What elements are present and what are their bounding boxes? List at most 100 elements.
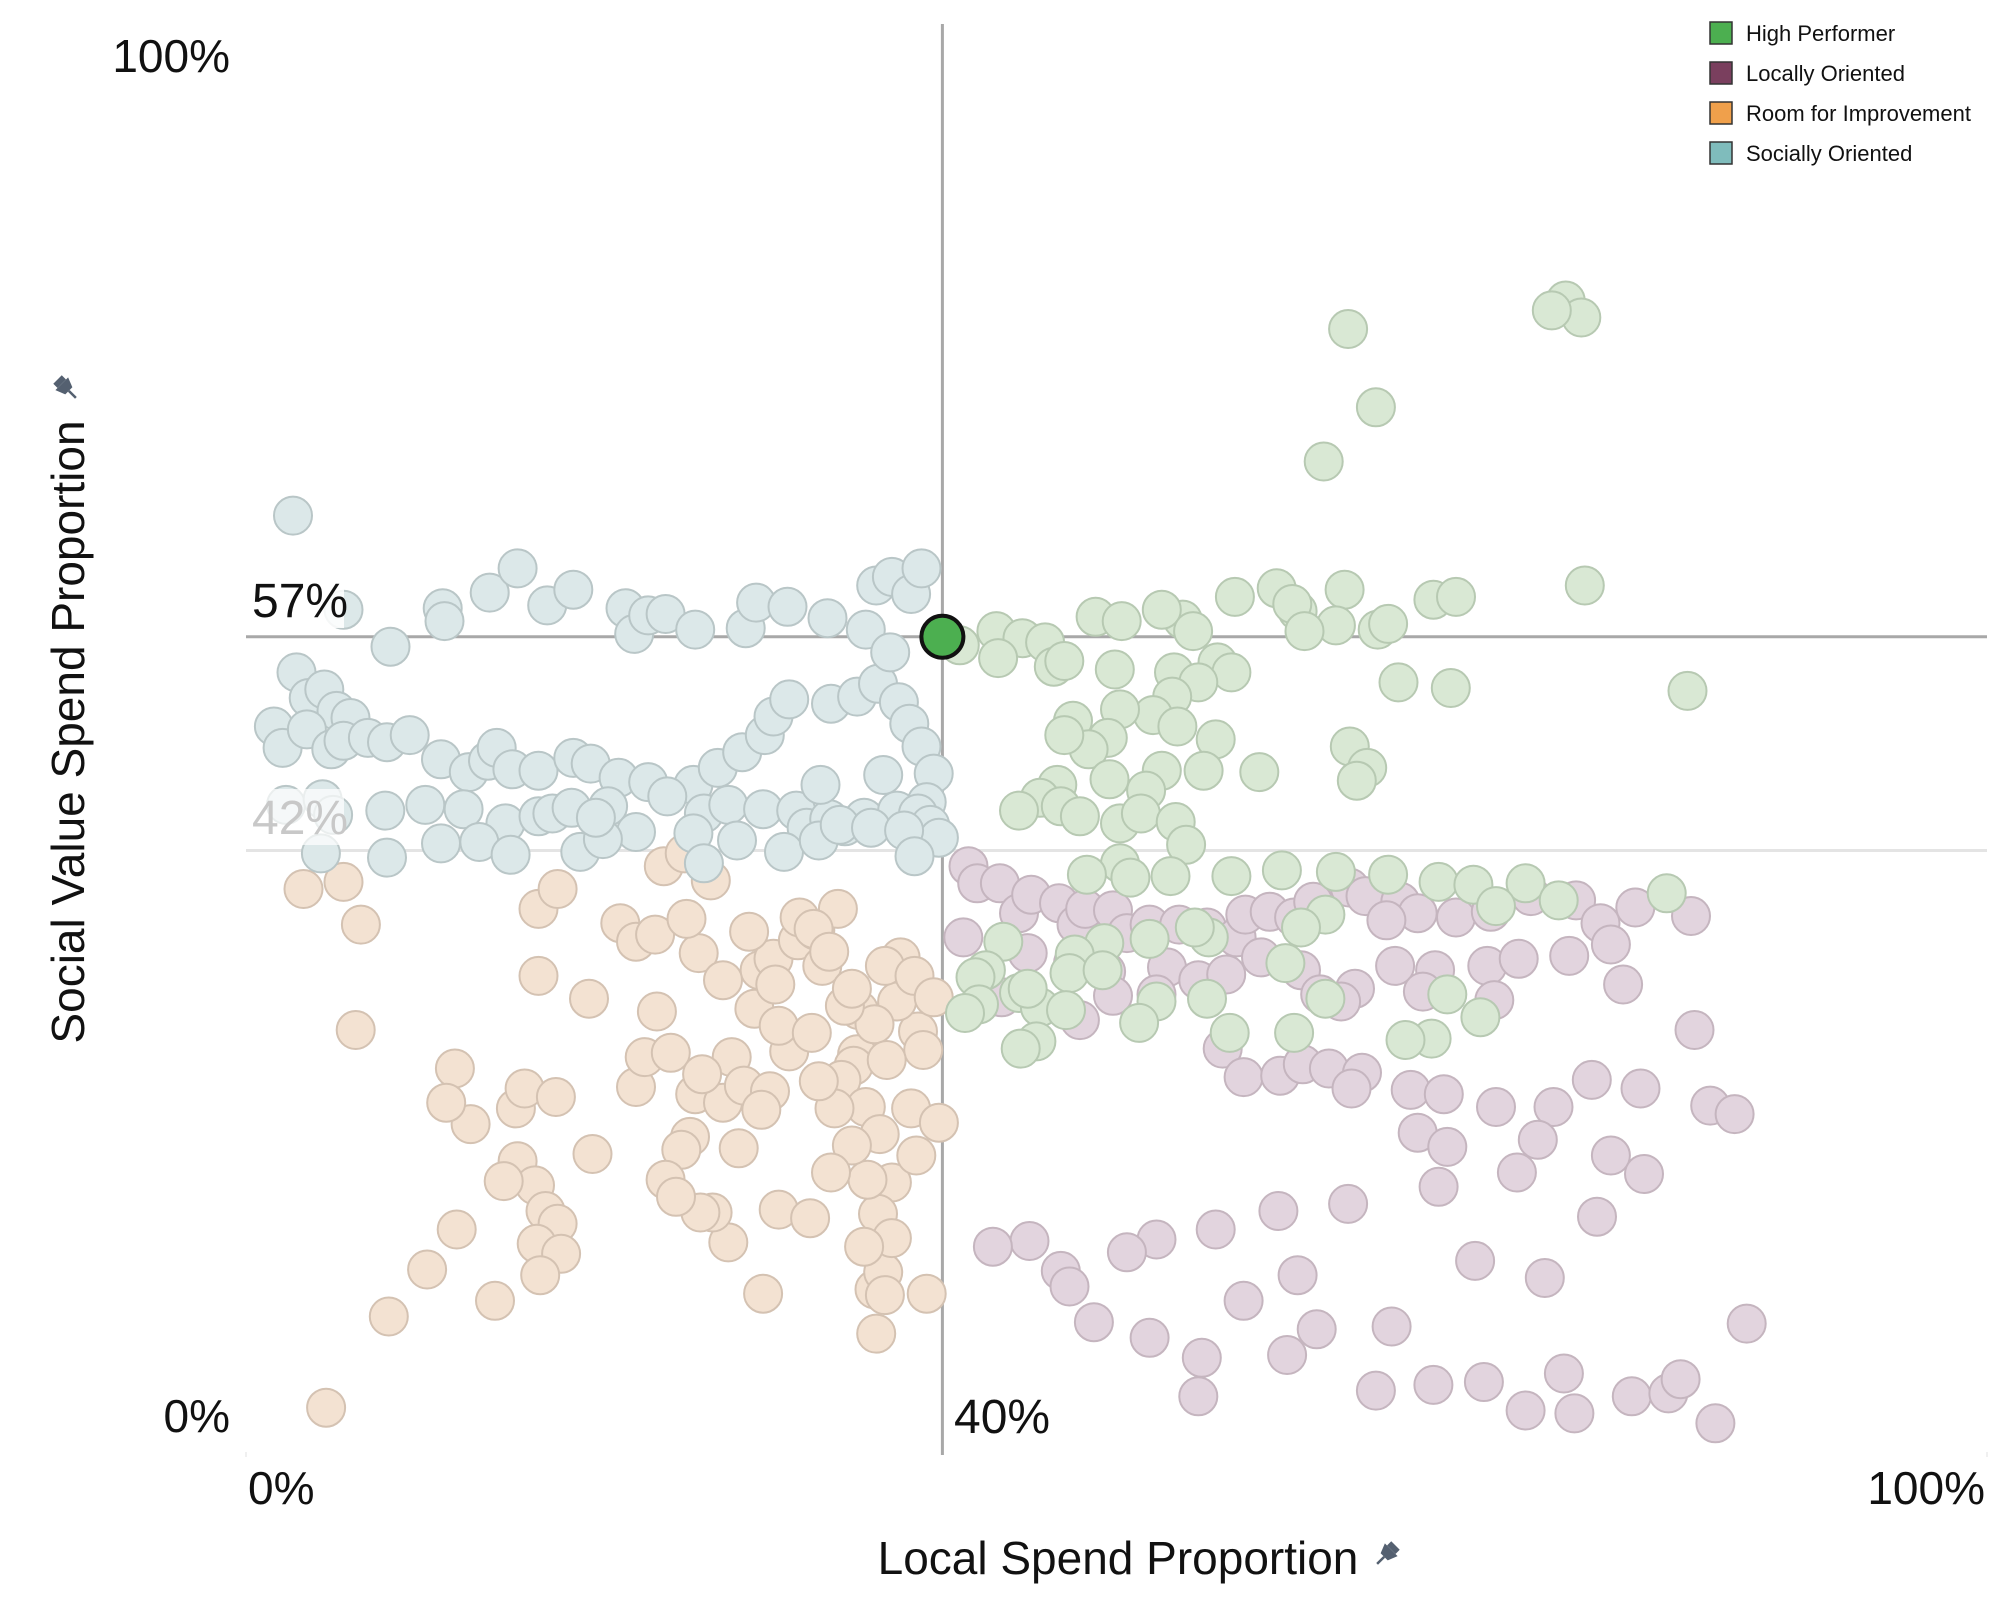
data-point[interactable]: [1390, 1069, 1431, 1110]
data-point[interactable]: [666, 898, 707, 939]
data-point[interactable]: [1173, 611, 1214, 652]
data-point[interactable]: [367, 837, 407, 878]
data-point[interactable]: [758, 1005, 799, 1046]
data-point[interactable]: [1324, 569, 1365, 610]
data-point[interactable]: [729, 911, 770, 952]
data-point[interactable]: [856, 1313, 897, 1354]
data-point[interactable]: [1436, 576, 1476, 617]
data-point[interactable]: [1427, 1126, 1468, 1167]
data-point[interactable]: [1059, 796, 1100, 837]
data-point[interactable]: [1418, 1166, 1459, 1207]
data-point[interactable]: [443, 789, 484, 830]
data-point[interactable]: [635, 914, 676, 955]
data-point[interactable]: [1120, 793, 1161, 834]
data-point[interactable]: [1305, 978, 1346, 1019]
legend-item[interactable]: Locally Oriented: [1709, 61, 1905, 86]
data-point[interactable]: [1368, 854, 1409, 895]
data-point[interactable]: [370, 626, 411, 667]
x-axis-pin-icon[interactable]: [1371, 1539, 1402, 1570]
data-point[interactable]: [1355, 387, 1396, 428]
data-point[interactable]: [1564, 565, 1605, 606]
data-point[interactable]: [1498, 938, 1539, 979]
data-point[interactable]: [1355, 1370, 1396, 1411]
data-point[interactable]: [1538, 880, 1579, 921]
data-point[interactable]: [1524, 1258, 1565, 1298]
data-point[interactable]: [1590, 924, 1631, 965]
data-point[interactable]: [791, 1012, 832, 1053]
data-point[interactable]: [683, 843, 724, 884]
data-point[interactable]: [1455, 1240, 1496, 1281]
data-point[interactable]: [1430, 668, 1471, 708]
data-point[interactable]: [553, 569, 594, 610]
data-point[interactable]: [424, 601, 465, 642]
data-point[interactable]: [866, 1040, 907, 1080]
data-point[interactable]: [365, 790, 406, 831]
data-point[interactable]: [1049, 953, 1090, 994]
data-point[interactable]: [656, 1176, 696, 1217]
data-point[interactable]: [1211, 652, 1252, 693]
data-point[interactable]: [682, 1054, 723, 1095]
data-point[interactable]: [405, 784, 446, 825]
data-point[interactable]: [518, 750, 559, 791]
data-point[interactable]: [943, 917, 984, 958]
data-point[interactable]: [999, 790, 1039, 831]
data-point[interactable]: [1660, 1359, 1701, 1400]
data-point[interactable]: [1714, 1094, 1755, 1135]
data-point[interactable]: [1223, 1280, 1264, 1321]
data-point[interactable]: [1331, 1068, 1372, 1109]
data-point[interactable]: [1460, 997, 1501, 1038]
data-point[interactable]: [741, 1089, 782, 1130]
data-point[interactable]: [1378, 662, 1419, 703]
data-point[interactable]: [475, 1280, 515, 1321]
data-point[interactable]: [1571, 1059, 1612, 1100]
data-point[interactable]: [894, 836, 935, 877]
data-point[interactable]: [1157, 706, 1198, 747]
data-point[interactable]: [863, 755, 904, 795]
data-point[interactable]: [490, 834, 531, 875]
data-point[interactable]: [1674, 1010, 1715, 1050]
data-point[interactable]: [520, 1255, 561, 1296]
data-point[interactable]: [1049, 1266, 1090, 1307]
data-point[interactable]: [831, 968, 872, 1009]
data-point[interactable]: [896, 1135, 937, 1176]
data-point[interactable]: [1281, 907, 1321, 948]
legend-item[interactable]: Room for Improvement: [1709, 101, 1971, 126]
data-point[interactable]: [1667, 670, 1708, 711]
data-point[interactable]: [1296, 1309, 1337, 1350]
data-point[interactable]: [717, 820, 757, 861]
data-point[interactable]: [1476, 886, 1516, 927]
data-point[interactable]: [1150, 856, 1191, 897]
data-point[interactable]: [1265, 943, 1306, 984]
data-point[interactable]: [903, 1030, 944, 1070]
data-point[interactable]: [864, 1275, 905, 1316]
data-point[interactable]: [918, 1102, 959, 1143]
data-point[interactable]: [798, 1061, 839, 1102]
data-point[interactable]: [807, 598, 848, 639]
data-point[interactable]: [575, 797, 616, 838]
data-point[interactable]: [1101, 601, 1142, 642]
data-point[interactable]: [1476, 1087, 1516, 1127]
data-point[interactable]: [1517, 1119, 1558, 1160]
data-point[interactable]: [1129, 918, 1170, 959]
data-point[interactable]: [811, 1152, 851, 1193]
data-point[interactable]: [1277, 1255, 1318, 1296]
data-point[interactable]: [800, 764, 841, 805]
data-point[interactable]: [1368, 603, 1409, 644]
data-point[interactable]: [1141, 589, 1182, 630]
data-point[interactable]: [809, 931, 850, 972]
data-point[interactable]: [1549, 935, 1590, 976]
data-point[interactable]: [407, 1249, 448, 1290]
data-point[interactable]: [1089, 759, 1130, 800]
data-point[interactable]: [1223, 1057, 1264, 1098]
data-point[interactable]: [1007, 968, 1048, 1009]
data-point[interactable]: [1082, 950, 1123, 991]
y-axis-pin-icon[interactable]: [51, 373, 82, 404]
data-point[interactable]: [1543, 1353, 1584, 1394]
data-point[interactable]: [1463, 1362, 1504, 1402]
data-point[interactable]: [1328, 1183, 1369, 1224]
data-point[interactable]: [1427, 974, 1468, 1015]
data-point[interactable]: [844, 1226, 885, 1267]
data-point[interactable]: [743, 1273, 784, 1314]
data-point[interactable]: [1603, 964, 1644, 1005]
data-point[interactable]: [1110, 857, 1151, 898]
